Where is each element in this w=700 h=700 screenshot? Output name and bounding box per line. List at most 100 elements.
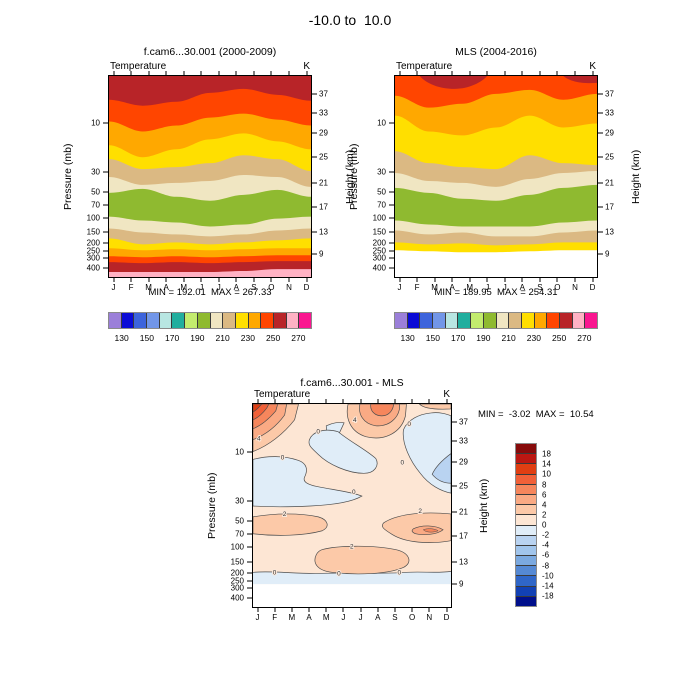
contour-line-label: 2 (418, 508, 422, 515)
height-tick-mark (311, 231, 317, 233)
month-tick-mark (556, 277, 558, 282)
pressure-tick-label: 150 (86, 227, 100, 237)
month-tick-mark (411, 399, 413, 404)
colorbar-segment (222, 313, 235, 328)
height-tick-mark (597, 253, 603, 255)
diff-cool-patch-left (253, 456, 363, 508)
colorbar-segment (516, 504, 536, 515)
height-tick-mark (311, 93, 317, 95)
month-tick-label: A (375, 613, 381, 622)
height-tick-mark (597, 156, 603, 158)
month-tick-label: A (163, 283, 169, 292)
colorbar-segment (298, 313, 311, 328)
pressure-tick-mark (103, 231, 109, 233)
field-label: Temperature (110, 61, 167, 72)
pressure-tick-label: 50 (91, 187, 100, 197)
month-tick-label: M (322, 613, 330, 622)
colorbar-segment (516, 473, 536, 484)
colorbar-tick-label: 130 (400, 333, 415, 343)
month-tick-mark (504, 277, 506, 282)
month-tick-label: O (268, 283, 275, 292)
colorbar-segment (209, 313, 223, 328)
colorbar-segment (419, 313, 433, 328)
colorbar-segment (470, 313, 483, 328)
month-tick-mark (360, 399, 362, 404)
month-tick-mark (308, 607, 310, 612)
month-tick-label: J (216, 283, 221, 292)
month-tick-label: A (519, 283, 525, 292)
colorbar-segment (260, 313, 273, 328)
colorbar-tick-label: 210 (501, 333, 516, 343)
colorbar-segment (395, 313, 407, 328)
pressure-tick-mark (247, 572, 253, 574)
contour-line-label: 2 (283, 511, 287, 518)
height-tick-mark (597, 93, 603, 95)
colorbar-segment (516, 575, 536, 586)
month-tick-mark (377, 607, 379, 612)
pressure-tick-label: 100 (372, 213, 386, 222)
contour-line-label: 0 (281, 454, 285, 461)
contour-field-diff: 4 4 0 0 0 0 0 2 2 2 0 0 0 (253, 404, 451, 607)
colorbar-tick-label: 170 (165, 333, 180, 343)
colorbar-tick-label: -14 (542, 581, 554, 591)
month-tick-mark (394, 399, 396, 404)
month-tick-mark (574, 71, 576, 76)
month-tick-mark (469, 277, 471, 282)
colorbar-segment (508, 313, 521, 328)
month-tick-mark (165, 71, 167, 76)
month-tick-label: M (145, 283, 152, 292)
pressure-tick-label: 10 (91, 118, 100, 128)
pressure-tick-label: 300 (86, 253, 100, 263)
height-tick-label: 13 (459, 557, 468, 567)
colorbar-segment (516, 585, 536, 596)
month-tick-mark (235, 277, 237, 282)
height-tick-label: 17 (605, 202, 614, 212)
month-tick-label: N (426, 613, 433, 622)
month-tick-label: S (392, 613, 398, 622)
height-tick-mark (311, 132, 317, 134)
colorbar-tick-label: 2 (542, 510, 547, 520)
month-tick-mark (274, 399, 276, 404)
pressure-tick-label: 150 (372, 227, 386, 237)
month-tick-label: D (303, 283, 310, 292)
height-tick-label: 25 (605, 152, 614, 162)
contour-line-label: 0 (401, 459, 405, 466)
height-tick-label: 25 (319, 152, 328, 162)
month-tick-mark (360, 607, 362, 612)
height-tick-mark (597, 231, 603, 233)
month-tick-mark (446, 607, 447, 612)
height-tick-mark (311, 112, 317, 114)
month-tick-mark (539, 277, 541, 282)
pressure-tick-mark (247, 580, 253, 582)
month-tick-mark (399, 71, 400, 76)
month-tick-mark (504, 71, 506, 76)
month-tick-mark (270, 71, 272, 76)
month-tick-label: J (255, 613, 260, 622)
pressure-axis-title: Pressure (mb) (348, 143, 360, 210)
month-tick-mark (416, 71, 418, 76)
pressure-tick-mark (247, 546, 253, 548)
height-axis-title: Height (km) (478, 478, 490, 533)
colorbar-segment (584, 313, 597, 328)
height-tick-label: 17 (319, 202, 328, 212)
month-tick-mark (113, 277, 114, 282)
month-tick-label: S (251, 283, 257, 292)
pressure-tick-label: 100 (230, 542, 244, 552)
colorbar-tick-label: -6 (542, 550, 550, 560)
month-tick-mark (306, 277, 307, 282)
colorbar-segment (516, 544, 536, 556)
height-tick-mark (597, 112, 603, 114)
pressure-tick-label: 10 (377, 118, 386, 128)
colorbar-tick-label: 14 (542, 459, 551, 469)
pressure-tick-label: 50 (377, 187, 386, 197)
month-tick-mark (411, 607, 413, 612)
pressure-tick-mark (389, 231, 395, 233)
height-axis-title: Height (km) (630, 149, 642, 204)
colorbar-segment (516, 483, 536, 494)
pressure-tick-mark (389, 204, 395, 206)
month-tick-label: J (485, 283, 490, 292)
colorbar-segment (285, 313, 299, 328)
month-tick-label: D (443, 613, 450, 622)
pressure-tick-mark (247, 597, 253, 599)
month-tick-mark (183, 277, 185, 282)
